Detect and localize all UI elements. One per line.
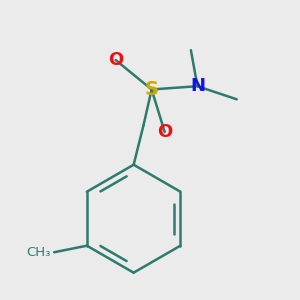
Text: CH₃: CH₃ [26,246,51,259]
Text: O: O [108,51,123,69]
Text: O: O [157,123,172,141]
Text: N: N [190,77,205,95]
Text: S: S [145,80,159,99]
